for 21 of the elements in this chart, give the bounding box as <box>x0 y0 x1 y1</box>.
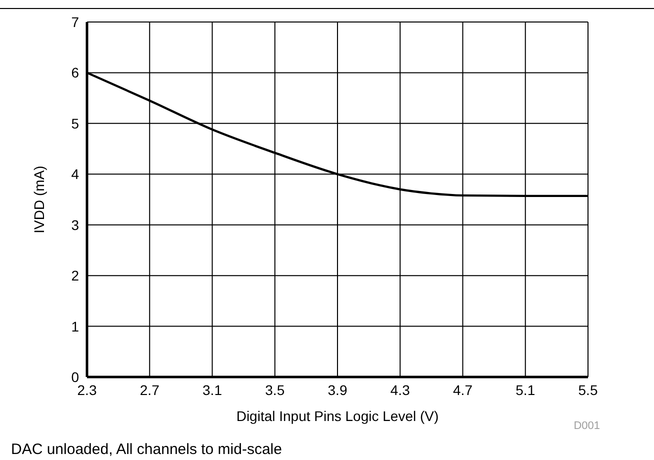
x-tick-label: 3.5 <box>265 382 285 398</box>
y-tick-label: 2 <box>71 268 80 284</box>
x-axis-title: Digital Input Pins Logic Level (V) <box>236 408 439 424</box>
x-tick-label: 2.7 <box>140 382 160 398</box>
x-tick-label: 3.9 <box>328 382 348 398</box>
x-tick-label: 4.7 <box>453 382 473 398</box>
text: DAC unloaded, All channels to mid-scale <box>11 441 282 458</box>
x-tick-label: 3.1 <box>202 382 222 398</box>
y-tick-label: 5 <box>71 115 80 132</box>
y-axis-title: IVDD (mA) <box>30 166 47 234</box>
y-tick-label: 0 <box>71 368 80 385</box>
y-tick-label: 1 <box>71 318 80 334</box>
x-tick-label: 5.1 <box>516 382 536 398</box>
x-tick-label: 4.3 <box>390 382 410 398</box>
y-tick-label: 6 <box>71 64 80 81</box>
text: D001 <box>574 420 600 432</box>
y-tick-label: 4 <box>71 166 80 182</box>
y-tick-label: 3 <box>71 216 80 233</box>
x-tick-label: 2.3 <box>77 382 97 398</box>
x-tick-label: 5.5 <box>578 382 598 398</box>
y-tick-label: 7 <box>71 14 80 30</box>
